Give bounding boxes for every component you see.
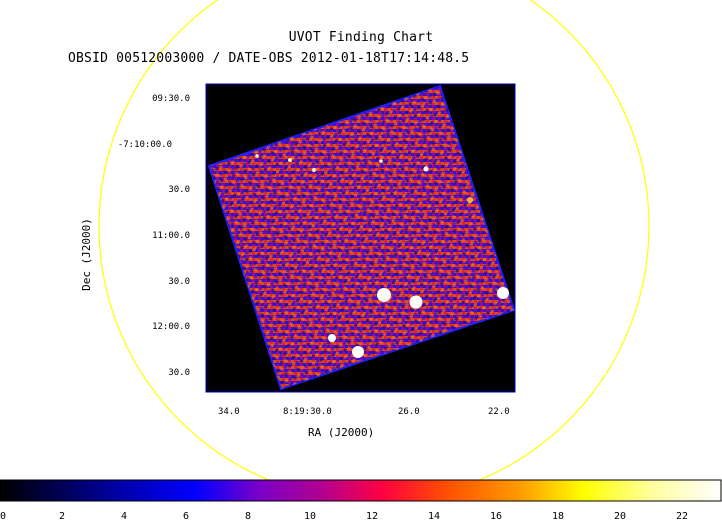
star-source (379, 159, 383, 163)
y-tick-label: -7:10:00.0 (117, 140, 172, 150)
colorbar-tick-label: 16 (489, 511, 503, 522)
colorbar-tick-label: 2 (58, 511, 66, 522)
y-tick-label: 30.0 (168, 277, 190, 287)
star-source (423, 166, 429, 172)
y-axis-label: Dec (J2000) (79, 218, 93, 291)
colorbar-tick-label: 8 (244, 511, 252, 522)
colorbar (0, 479, 722, 502)
x-tick-label: 34.0 (218, 407, 240, 417)
y-tick-label: 30.0 (168, 368, 190, 378)
star-source (288, 158, 292, 162)
y-tick-label: 09:30.0 (152, 94, 190, 104)
colorbar-tick-label: 14 (427, 511, 441, 522)
colorbar-tick-label: 6 (182, 511, 190, 522)
colorbar-tick-label: 0 (0, 511, 7, 522)
y-tick-label: 12:00.0 (152, 322, 190, 332)
x-tick-label: 26.0 (398, 407, 420, 417)
chart-title: UVOT Finding Chart (288, 30, 434, 45)
y-tick-label: 30.0 (168, 185, 190, 195)
star-source (312, 168, 316, 172)
colorbar-tick-label: 22 (675, 511, 689, 522)
star-source (352, 346, 364, 358)
colorbar-tick-label: 18 (551, 511, 565, 522)
x-tick-label: 22.0 (488, 407, 510, 417)
colorbar-tick-label: 20 (613, 511, 627, 522)
exposure-image (207, 84, 515, 391)
chart-subtitle: OBSID 00512003000 / DATE-OBS 2012-01-18T… (68, 51, 470, 66)
star-source (467, 197, 473, 203)
x-tick-label: 8:19:30.0 (283, 407, 332, 417)
colorbar-tick-label: 4 (120, 511, 128, 522)
star-source (497, 287, 509, 299)
star-source (328, 334, 336, 342)
star-source (409, 295, 423, 309)
star-source (377, 288, 391, 302)
colorbar-tick-label: 12 (365, 511, 379, 522)
colorbar-tick-label: 10 (303, 511, 317, 522)
x-axis-label: RA (J2000) (308, 426, 375, 439)
y-tick-label: 11:00.0 (152, 231, 190, 241)
star-source (255, 154, 259, 158)
